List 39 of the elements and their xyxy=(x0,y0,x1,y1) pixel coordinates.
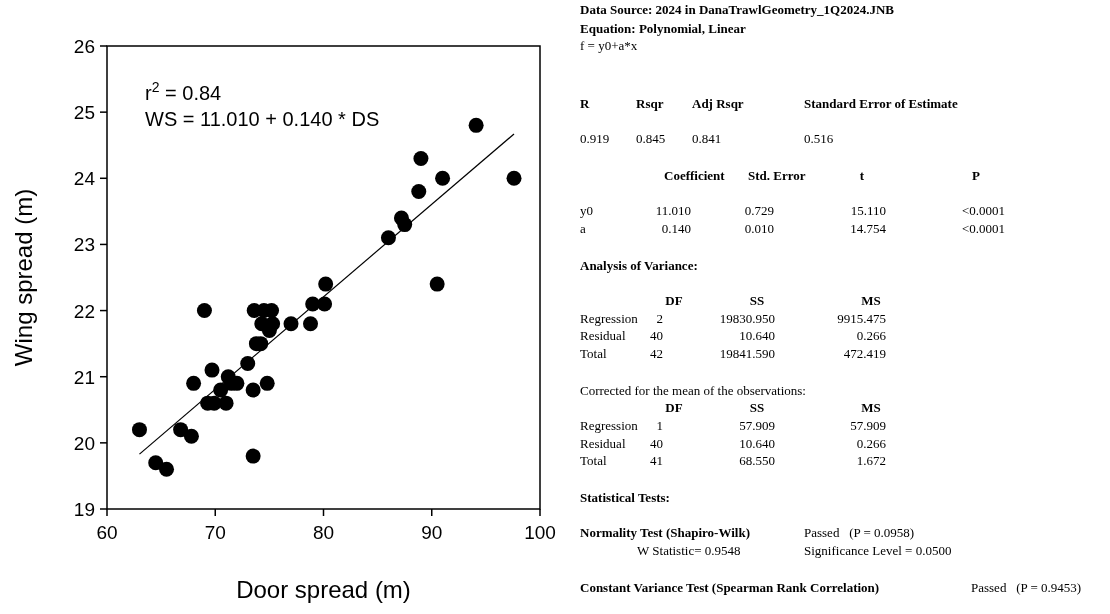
text: a 0.140 0.010 14.754 <0.0001 xyxy=(580,221,1005,236)
text: Corrected for the mean of the observations: xyxy=(580,383,806,398)
text: Residual 40 10.640 0.266 xyxy=(580,436,886,451)
y-tick-label: 26 xyxy=(73,36,95,57)
text: Equation: Polynomial, Linear xyxy=(580,21,746,36)
text: 0.919 0.845 0.841 0.516 xyxy=(580,131,834,146)
y-tick-label: 24 xyxy=(73,168,96,190)
text: R Rsqr Adj Rsqr Standard Error of Estimate xyxy=(580,96,958,111)
y-tick-label: 23 xyxy=(73,234,95,256)
annotation: WS = 11.010 + 0.140 * DS xyxy=(145,108,380,130)
y-tick-label: 20 xyxy=(73,432,95,454)
y-tick-label: 25 xyxy=(73,102,95,124)
text: Constant Variance Test (Spearman Rank Correlation) Passed (P = 0.9453) xyxy=(580,580,1082,595)
x-axis-title: Door spread (m) xyxy=(236,576,411,603)
y-axis-title: Wing spread (m) xyxy=(10,188,37,367)
y-tick-label: 22 xyxy=(73,300,95,322)
y-tick-label: 19 xyxy=(73,499,95,520)
text: Normality Test (Shapiro-Wilk) Passed (P = 0.0958) xyxy=(580,525,915,540)
text: Total 41 68.550 1.672 xyxy=(580,453,886,468)
x-tick-label: 60 xyxy=(96,522,118,543)
x-tick-label: 90 xyxy=(421,522,443,543)
text: y0 11.010 0.729 15.110 <0.0001 xyxy=(580,203,1005,218)
text: Statistical Tests: xyxy=(580,490,670,505)
x-tick-label: 80 xyxy=(312,522,335,543)
text: W Statistic= 0.9548 Significance Level = 0.0500 xyxy=(637,543,952,558)
x-tick-label: 100 xyxy=(524,522,556,543)
annotation: r$^{2}$ = 0.84 xyxy=(145,79,222,104)
y-tick-label: 21 xyxy=(73,366,95,388)
x-tick-label: 70 xyxy=(204,522,226,543)
text: Residual 40 10.640 0.266 xyxy=(580,328,886,343)
text: Regression 1 57.909 57.909 xyxy=(580,418,886,433)
text: f = y0+a*x xyxy=(580,38,638,53)
text: Regression 2 19830.950 9915.475 xyxy=(580,311,886,326)
text: Coefficient Std. Error t P xyxy=(664,168,980,183)
source-note: Data Source: 2024 in DanaTrawlGeometry_1Q2024.JNB xyxy=(580,2,895,17)
text: Total 42 19841.590 472.419 xyxy=(580,346,886,361)
text: Analysis of Variance: xyxy=(580,258,698,273)
text: DF SS MS xyxy=(665,293,881,308)
text: DF SS MS xyxy=(665,400,881,415)
